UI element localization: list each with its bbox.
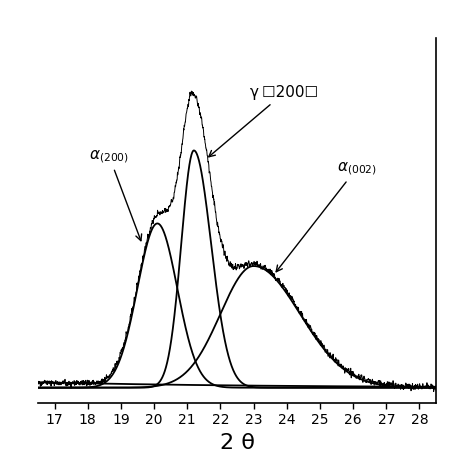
X-axis label: 2 θ: 2 θ (219, 433, 255, 453)
Text: $\alpha_{(002)}$: $\alpha_{(002)}$ (276, 160, 376, 272)
Text: $\alpha_{(200)}$: $\alpha_{(200)}$ (89, 148, 142, 241)
Text: γ ☐200☐: γ ☐200☐ (209, 85, 319, 157)
